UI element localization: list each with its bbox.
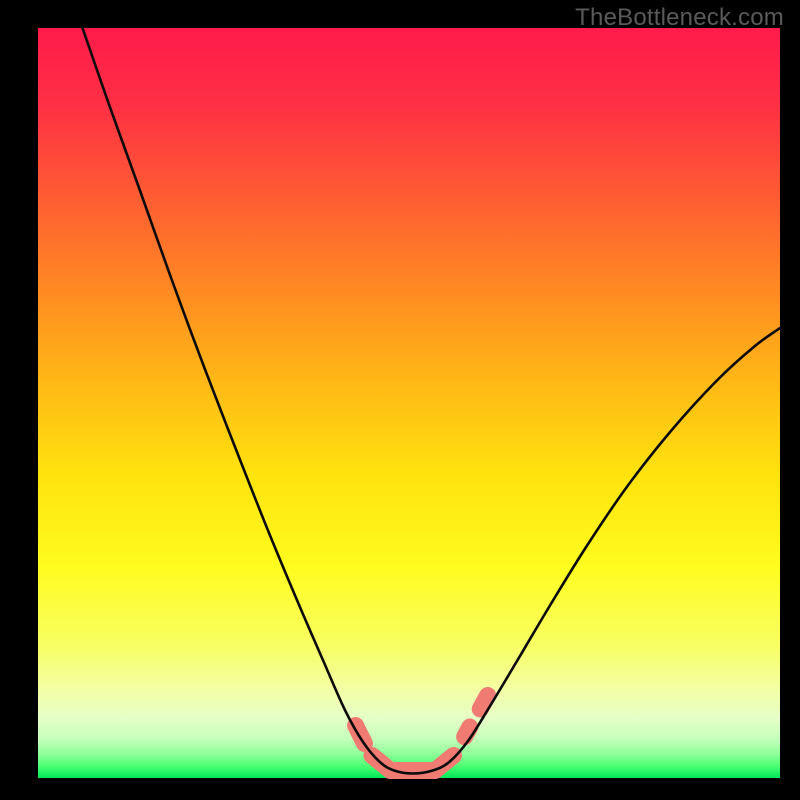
highlight-segment	[480, 696, 487, 710]
chart-canvas: TheBottleneck.com	[0, 0, 800, 800]
watermark-text: TheBottleneck.com	[575, 4, 784, 32]
gradient-background	[38, 28, 780, 778]
highlight-segment	[465, 727, 470, 737]
bottleneck-chart-svg	[0, 0, 800, 800]
